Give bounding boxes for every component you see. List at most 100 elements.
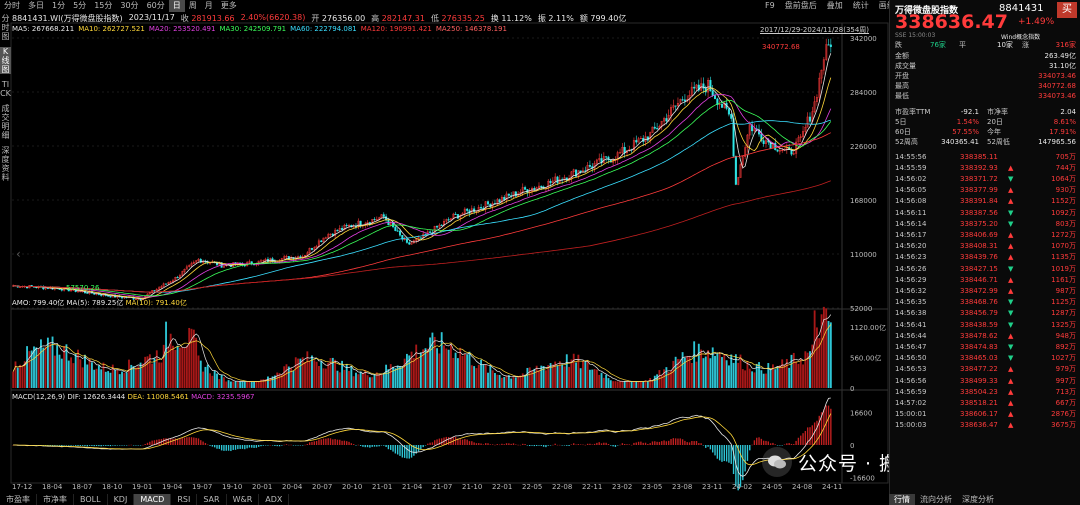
macd-bar bbox=[793, 444, 795, 445]
volume-bar bbox=[290, 367, 293, 388]
candle-body bbox=[632, 140, 635, 151]
candle-body bbox=[683, 99, 686, 102]
candle-body bbox=[781, 150, 784, 152]
view-tab-1[interactable]: K线图 bbox=[0, 47, 11, 74]
date-range-label[interactable]: 2017/12/29-2024/11/28(354周) bbox=[760, 26, 870, 34]
indicator-tab-5[interactable]: RSI bbox=[171, 494, 198, 505]
candle-body bbox=[623, 147, 626, 154]
volume-bar bbox=[822, 306, 825, 388]
indicator-tab-2[interactable]: BOLL bbox=[74, 494, 108, 505]
period-tab-4[interactable]: 15分 bbox=[94, 1, 113, 10]
x-tick-label: 20-01 bbox=[252, 483, 272, 491]
scroll-left-icon[interactable]: ‹ bbox=[16, 247, 21, 261]
candle-body bbox=[410, 242, 413, 245]
macd-bar bbox=[406, 445, 408, 459]
panel-category[interactable]: Wind概念指数 bbox=[1001, 34, 1041, 41]
candle-body bbox=[746, 134, 749, 148]
indicator-tab-3[interactable]: KDJ bbox=[108, 494, 135, 505]
tool-tab-4[interactable]: 画线 bbox=[878, 1, 895, 10]
macd-bar bbox=[313, 441, 315, 445]
x-tick-label: 20-04 bbox=[282, 483, 303, 491]
view-tab-2[interactable]: TICK bbox=[0, 80, 11, 98]
candle-body bbox=[415, 239, 418, 241]
view-tab-3[interactable]: 成交明细 bbox=[1, 104, 10, 140]
x-tick-label: 23-05 bbox=[642, 483, 662, 491]
buy-button[interactable]: 买 bbox=[1057, 2, 1077, 18]
chart-area[interactable]: 342000 284000 226000 168000 110000 52000 34077… bbox=[0, 0, 889, 494]
macd-bar bbox=[545, 445, 547, 448]
macd-bar bbox=[570, 444, 573, 445]
tool-tab-0[interactable]: F9 bbox=[765, 1, 775, 10]
macd-bar bbox=[762, 440, 765, 445]
macd-bar bbox=[299, 445, 302, 446]
volume-bar bbox=[695, 361, 698, 388]
macd-bar bbox=[396, 445, 399, 455]
macd-bar bbox=[322, 438, 325, 445]
volume-bar bbox=[169, 333, 172, 388]
candle-body bbox=[762, 140, 765, 144]
indicator-tab-6[interactable]: SAR bbox=[197, 494, 227, 505]
macd-bar bbox=[218, 445, 221, 449]
volume-bar bbox=[802, 364, 804, 388]
tool-tab-3[interactable]: 统计 bbox=[852, 1, 869, 10]
volume-bar bbox=[468, 351, 471, 388]
candle-body bbox=[802, 131, 805, 137]
macd-bar bbox=[424, 445, 427, 446]
period-tab-5[interactable]: 30分 bbox=[120, 1, 139, 10]
indicator-tab-0[interactable]: 市盈率 bbox=[0, 494, 37, 505]
period-tab-3[interactable]: 5分 bbox=[73, 1, 87, 10]
period-tab-1[interactable]: 多日 bbox=[28, 1, 44, 10]
period-tab-7[interactable]: 日 bbox=[168, 0, 185, 12]
volume-bar bbox=[607, 378, 610, 388]
volume-bar bbox=[677, 358, 679, 388]
volume-bar bbox=[535, 365, 538, 388]
indicator-tab-8[interactable]: ADX bbox=[259, 494, 290, 505]
candle-body bbox=[730, 114, 733, 119]
view-tab-4[interactable]: 深度资料 bbox=[1, 146, 10, 182]
candle-body bbox=[792, 153, 795, 155]
indicator-tab-7[interactable]: W&R bbox=[227, 494, 260, 505]
period-tab-6[interactable]: 60分 bbox=[146, 1, 165, 10]
tick-time: 14:55:59 bbox=[895, 163, 927, 172]
tool-tab-2[interactable]: 叠加 bbox=[826, 1, 843, 10]
period-tab-8[interactable]: 周 bbox=[188, 1, 197, 10]
bar-date: 2023/11/17 bbox=[128, 13, 175, 22]
tool-tab-1[interactable]: 盘前盘后 bbox=[784, 1, 817, 10]
macd-bar bbox=[207, 444, 209, 446]
volume-bar bbox=[396, 365, 399, 388]
macd-bar bbox=[63, 445, 65, 446]
macd-bar bbox=[362, 445, 364, 447]
period-tab-10[interactable]: 更多 bbox=[220, 1, 237, 10]
panel-tab-2[interactable]: 深度分析 bbox=[962, 495, 994, 504]
tick-time: 14:56:02 bbox=[895, 174, 927, 183]
indicator-tab-1[interactable]: 市净率 bbox=[37, 494, 74, 505]
panel-tab-0[interactable]: 行情 bbox=[889, 494, 915, 505]
view-tab-0[interactable]: 分时图 bbox=[1, 14, 10, 41]
volume-bar bbox=[190, 328, 193, 388]
high-value: 282147.31 bbox=[381, 14, 425, 23]
macd-bar bbox=[811, 425, 814, 445]
panel-tab-1[interactable]: 流向分析 bbox=[920, 495, 952, 504]
price-tick-label: 226000 bbox=[850, 143, 877, 151]
tick-price: 338371.72 bbox=[960, 174, 998, 183]
period-tab-2[interactable]: 1分 bbox=[52, 1, 66, 10]
macd-bar bbox=[135, 445, 137, 446]
volume-bar bbox=[144, 356, 147, 388]
macd-bar bbox=[732, 445, 735, 475]
volume-tick-label: 560.00亿 bbox=[850, 354, 882, 363]
macd-bar bbox=[485, 443, 487, 445]
macd-bar bbox=[705, 445, 707, 448]
volume-bar bbox=[755, 363, 758, 388]
macd-bar bbox=[195, 437, 197, 445]
volume-bar bbox=[602, 377, 605, 388]
period-tab-0[interactable]: 分时 bbox=[4, 1, 20, 10]
tick-down-icon: ▼ bbox=[1008, 298, 1014, 307]
volume-bar bbox=[667, 372, 670, 388]
indicator-tab-4[interactable]: MACD bbox=[134, 494, 172, 505]
period-tab-9[interactable]: 月 bbox=[204, 1, 213, 10]
volume-bar bbox=[760, 370, 763, 388]
volume-bar bbox=[255, 381, 258, 388]
macd-bar bbox=[702, 445, 705, 446]
panel-code: 8841431 bbox=[999, 3, 1044, 14]
macd-bar bbox=[531, 445, 533, 446]
